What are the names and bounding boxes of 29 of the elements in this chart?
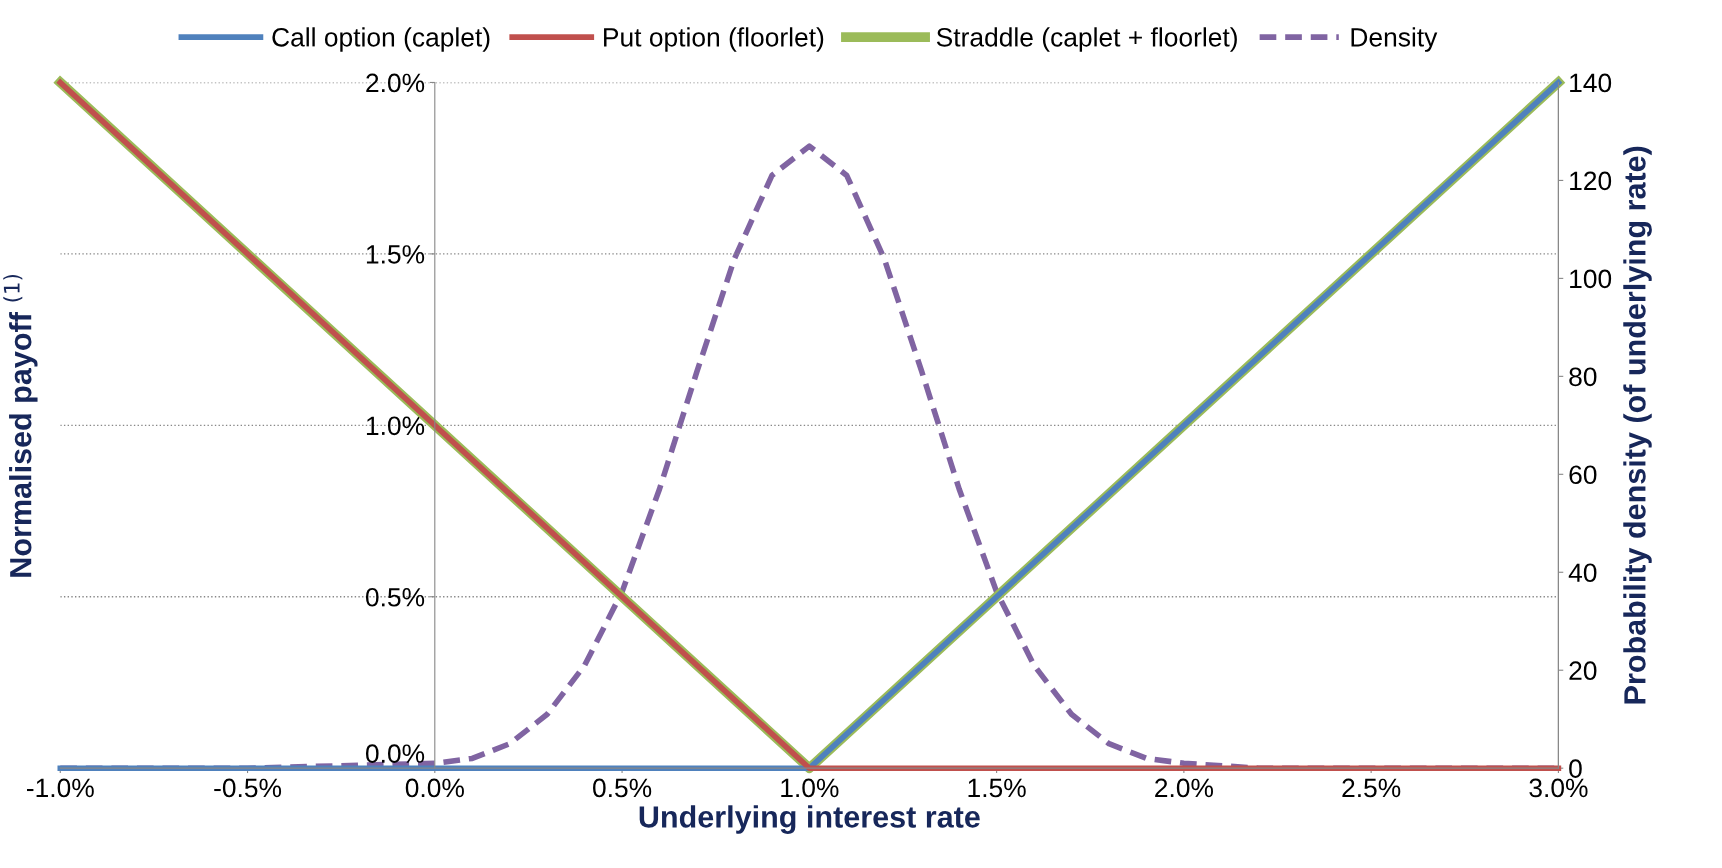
x-tick-label: 2.5% [1342, 778, 1401, 798]
legend-label: Straddle (caplet + floorlet) [936, 27, 1237, 52]
y-tick-label: 2.0% [366, 73, 425, 93]
y2-tick-label: 80 [1569, 367, 1597, 387]
y-tick-label: 1.5% [366, 245, 425, 264]
y2-tick-label: 40 [1568, 563, 1597, 583]
x-tick-label: -0.5% [214, 778, 282, 798]
y2-tick-label: 20 [1569, 661, 1597, 681]
x-tick-label: -1.0% [26, 778, 94, 798]
x-tick-label: 0.0% [405, 778, 464, 798]
y2-tick-label: 100 [1570, 269, 1612, 289]
x-tick-label: 1.0% [781, 778, 839, 798]
y2-tick-label: 140 [1570, 73, 1612, 93]
x-tick-label: 0.5% [593, 778, 652, 798]
legend-label: Call option (caplet) [272, 27, 490, 52]
y-tick-label: 0.5% [365, 587, 425, 607]
x-tick-label: 3.0% [1529, 778, 1588, 798]
y2-axis-title: Probability density (of underlying rate) [1623, 146, 1652, 704]
y2-tick-label: 0 [1569, 759, 1582, 778]
x-tick-label: 2.0% [1155, 778, 1214, 798]
x-axis-title: Underlying interest rate [639, 805, 980, 834]
y2-tick-label: 60 [1569, 465, 1597, 485]
y-axis-title: Normalised payoff $^{(1)}$ [3, 274, 38, 577]
y-tick-label: 0.0% [365, 744, 425, 763]
x-tick-label: 1.5% [968, 778, 1026, 798]
legend-label: Density [1351, 27, 1438, 52]
legend-label: Put option (floorlet) [604, 27, 824, 52]
y-tick-label: 1.0% [366, 416, 425, 436]
y2-tick-label: 120 [1570, 171, 1612, 191]
